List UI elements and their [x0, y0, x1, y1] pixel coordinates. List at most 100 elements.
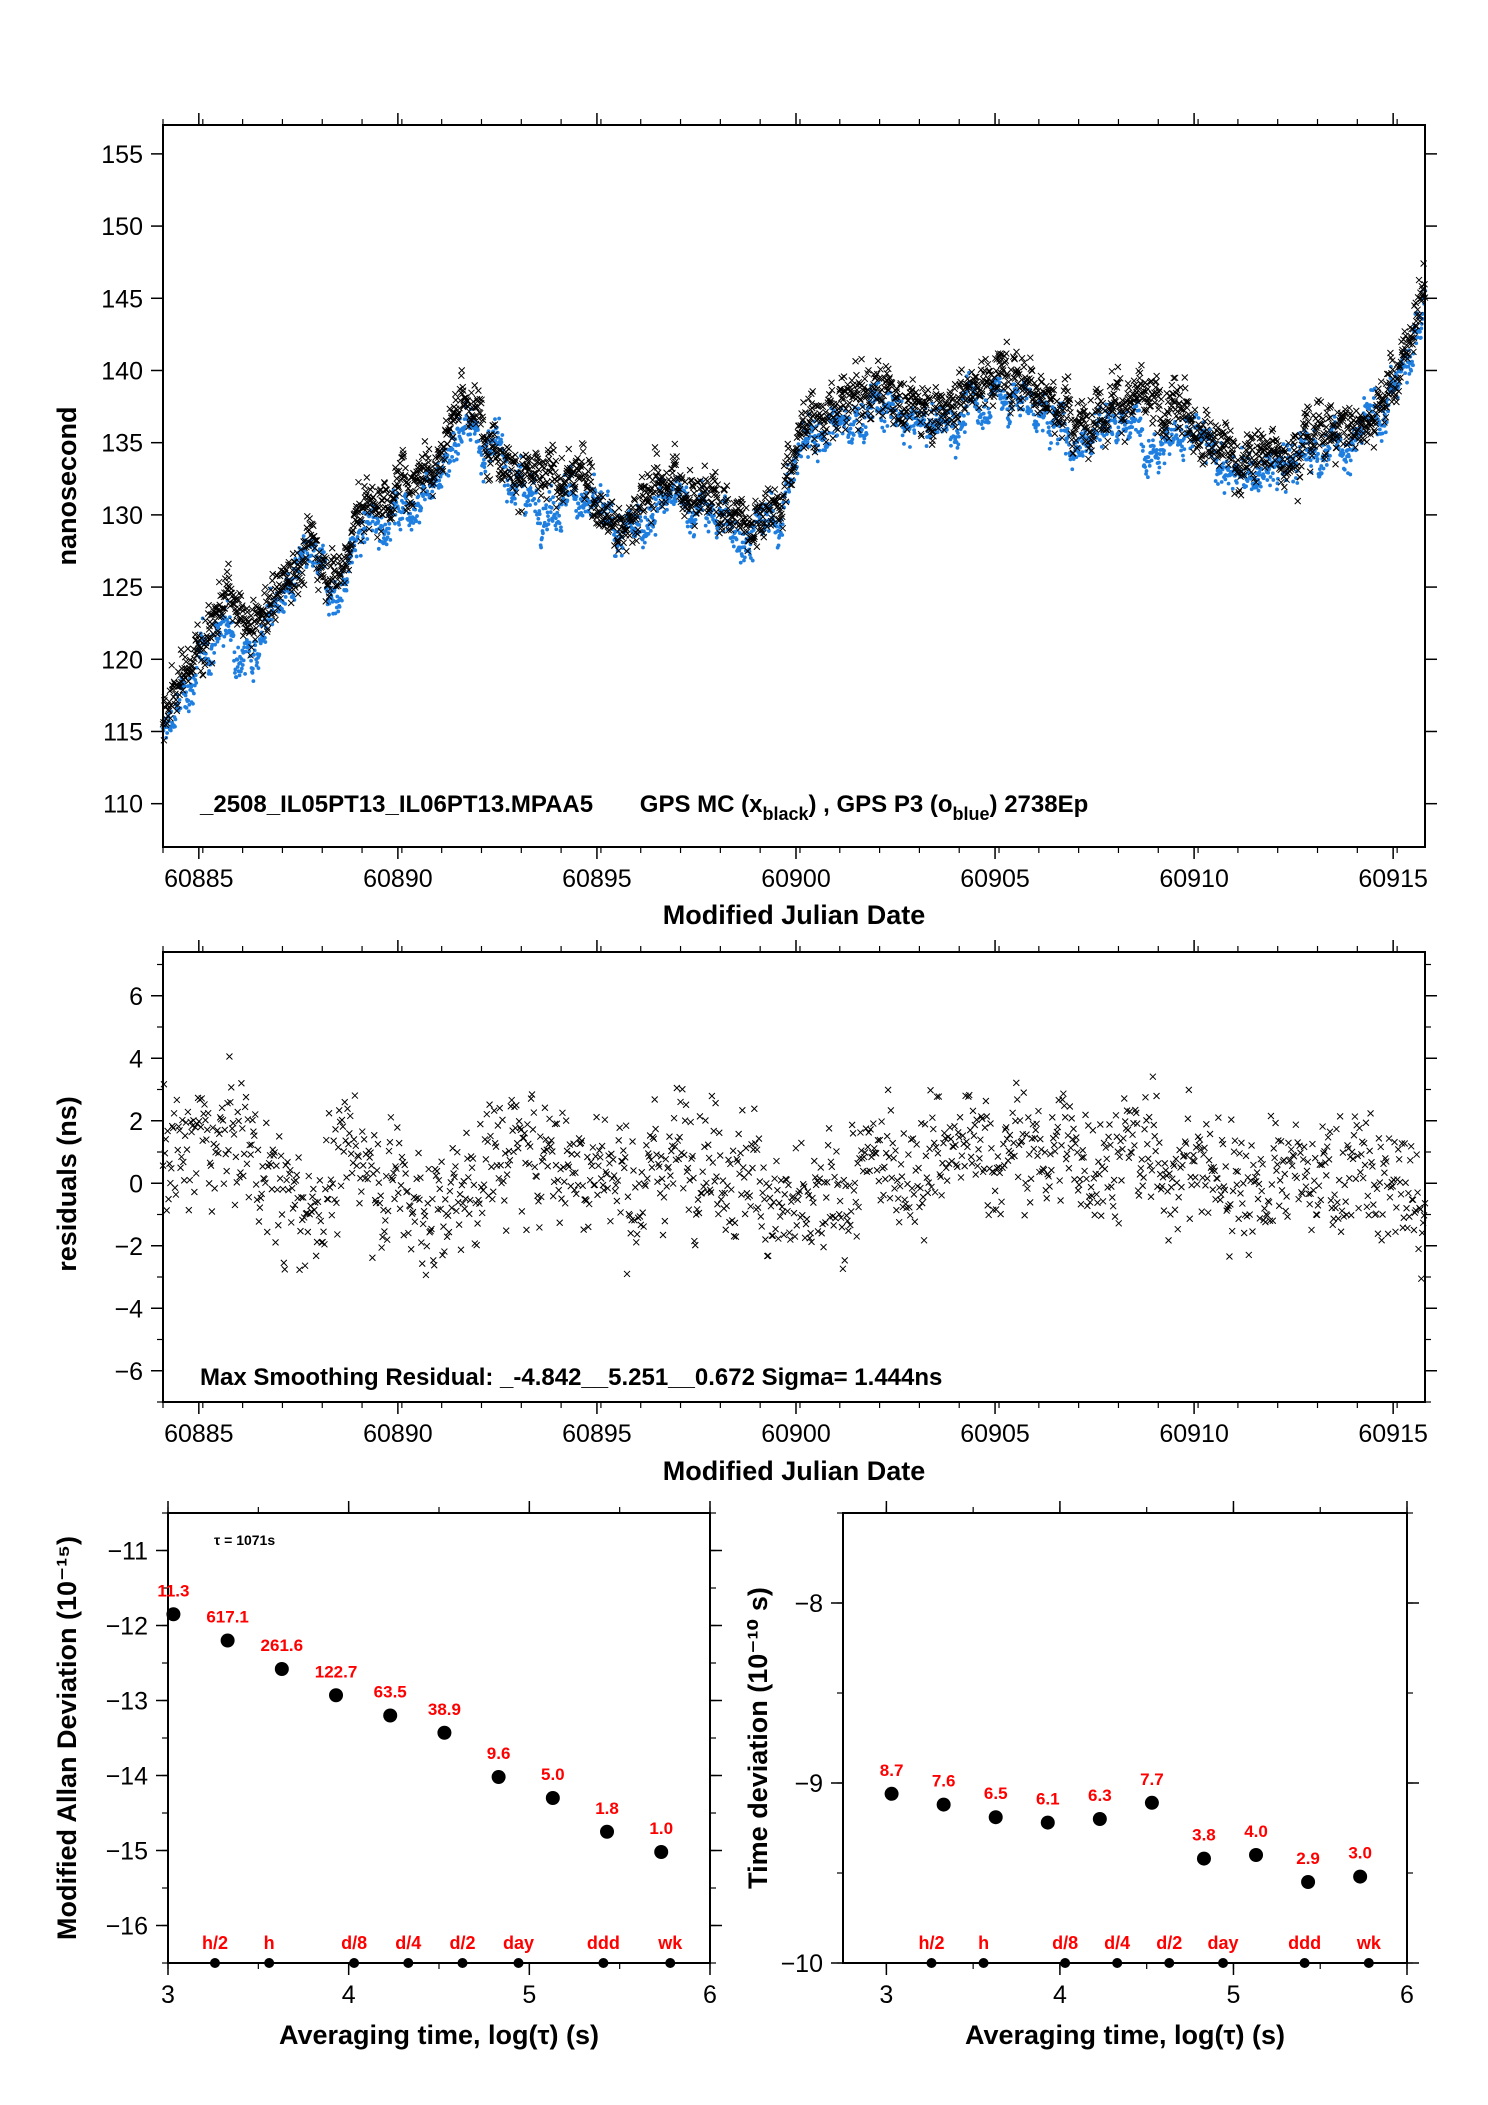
p3-blue-point — [598, 483, 603, 487]
p3-blue-point — [301, 534, 306, 538]
p3-blue-point — [648, 528, 653, 533]
p3-blue-point — [848, 426, 853, 431]
p3-blue-point — [1316, 451, 1320, 456]
p3-blue-point — [243, 672, 247, 676]
p3-blue-point — [376, 519, 381, 524]
p3-blue-point — [226, 624, 231, 629]
p3-blue-point — [185, 684, 190, 689]
p3-blue-point — [251, 652, 256, 657]
p3-blue-point — [383, 522, 388, 527]
mc-x-point — [494, 458, 502, 465]
p3-blue-point — [245, 638, 249, 642]
p3-blue-point — [650, 512, 655, 517]
mc-x-point — [771, 486, 779, 493]
p3-blue-point — [225, 617, 229, 622]
p3-blue-point — [731, 544, 736, 549]
p3-blue-point — [963, 422, 968, 427]
p3-blue-point — [186, 698, 191, 703]
mc-x-point — [1028, 367, 1036, 375]
p3-blue-point — [1070, 467, 1075, 472]
mc-x-point — [938, 393, 946, 401]
p3-blue-point — [425, 489, 430, 494]
mc-x-point — [1050, 378, 1057, 386]
p3-blue-point — [980, 426, 985, 431]
p3-blue-point — [536, 498, 541, 503]
p3-blue-point — [336, 609, 341, 614]
p3-blue-point — [537, 512, 542, 516]
p3-blue-point — [468, 438, 473, 442]
p3-blue-point — [355, 535, 360, 539]
mc-x-point — [294, 590, 302, 598]
p3-blue-point — [879, 418, 884, 423]
p3-blue-point — [1137, 408, 1142, 413]
mc-x-point — [620, 539, 627, 547]
p3-blue-point — [673, 499, 678, 504]
p3-blue-point — [365, 537, 370, 541]
mc-x-point — [914, 392, 922, 400]
mc-x-point — [861, 375, 869, 383]
mc-x-point — [202, 617, 209, 624]
p3-blue-point — [448, 459, 453, 464]
p3-blue-point — [493, 417, 497, 422]
mc-x-point — [1110, 390, 1118, 398]
p3-blue-point — [173, 724, 177, 729]
mc-x-point — [177, 646, 185, 653]
p3-blue-point — [1128, 435, 1132, 440]
p3-blue-point — [165, 731, 170, 735]
mc-x-point — [671, 440, 679, 448]
p3-blue-point — [177, 698, 182, 702]
p3-blue-point — [557, 513, 561, 518]
p3-blue-point — [528, 485, 533, 490]
p3-blue-point — [885, 424, 890, 428]
p3-blue-point — [270, 622, 275, 627]
p3-blue-point — [545, 527, 549, 532]
mc-x-point — [746, 513, 753, 521]
p3-blue-point — [414, 519, 419, 524]
p3-blue-point — [233, 667, 238, 672]
p3-blue-point — [455, 426, 460, 431]
p3-blue-point — [1181, 453, 1185, 458]
p3-blue-point — [750, 558, 755, 563]
p3-blue-point — [456, 451, 460, 456]
p3-blue-point — [557, 521, 562, 526]
p3-blue-point — [1008, 419, 1012, 424]
p3-blue-point — [1049, 441, 1053, 445]
p3-blue-point — [1218, 470, 1223, 475]
p3-blue-point — [799, 454, 804, 459]
p3-blue-point — [1418, 329, 1422, 334]
mc-x-point — [1085, 455, 1092, 463]
mc-x-point — [884, 365, 892, 373]
p3-blue-point — [1268, 475, 1273, 479]
p3-blue-point — [447, 469, 452, 473]
mc-x-point — [1138, 361, 1145, 369]
p3-blue-point — [1138, 416, 1143, 421]
p3-blue-point — [1418, 335, 1423, 340]
p3-blue-point — [1383, 430, 1388, 435]
p3-blue-point — [524, 503, 529, 508]
p3-blue-point — [481, 479, 486, 484]
p3-blue-point — [499, 440, 504, 445]
mc-x-point — [1157, 395, 1165, 403]
p3-blue-point — [380, 524, 385, 529]
p3-blue-point — [902, 441, 906, 446]
p3-blue-point — [1219, 480, 1224, 484]
mc-x-point — [653, 450, 661, 458]
mc-x-point — [638, 473, 646, 481]
p3-blue-point — [860, 427, 864, 432]
p3-blue-point — [439, 484, 444, 489]
p3-blue-point — [376, 546, 381, 551]
mc-x-point — [714, 481, 722, 488]
p3-blue-point — [263, 640, 268, 644]
p3-blue-point — [281, 610, 286, 614]
p3-blue-point — [1230, 486, 1235, 491]
mc-x-point — [808, 404, 816, 412]
mc-x-point — [828, 379, 835, 387]
mc-x-point — [306, 515, 313, 522]
mc-x-point — [540, 464, 548, 472]
mc-x-point — [511, 451, 519, 459]
p3-blue-point — [1167, 452, 1172, 457]
p3-blue-point — [864, 432, 869, 437]
p3-blue-point — [912, 431, 917, 435]
mc-x-point — [225, 560, 232, 568]
p3-blue-point — [1327, 446, 1332, 451]
